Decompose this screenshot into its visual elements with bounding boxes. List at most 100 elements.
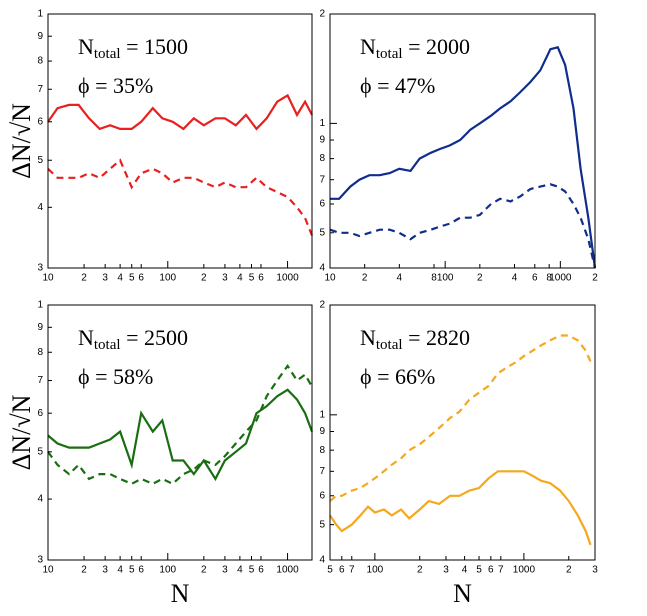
x-tick-label: 2 <box>201 565 207 576</box>
x-tick-label: 2 <box>362 273 368 284</box>
x-tick-label: 2 <box>81 565 87 576</box>
annotation-2: ϕ = 47% <box>360 73 435 98</box>
annotation-base: N <box>360 325 376 350</box>
x-tick-label: 5 <box>249 565 255 576</box>
x-tick-label: 3 <box>592 565 598 576</box>
annotation: Ntotal = 2500 <box>78 325 188 353</box>
annotation-2: ϕ = 66% <box>360 364 435 389</box>
x-tick-label: 6 <box>258 273 264 284</box>
annotation-base: N <box>360 34 376 59</box>
x-tick-label: 3 <box>102 565 108 576</box>
x-tick-label: 8 <box>431 273 437 284</box>
x-tick-label: 6 <box>532 273 538 284</box>
y-tick-label: 5 <box>319 519 325 530</box>
annotation-text: = 2000 <box>403 34 470 59</box>
x-tick-label: 1000 <box>276 273 299 284</box>
x-tick-label: 4 <box>117 273 123 284</box>
y-tick-label: 7 <box>319 174 325 185</box>
x-tick-label: 2 <box>417 565 423 576</box>
x-tick-label: 4 <box>237 273 243 284</box>
x-tick-label: 2 <box>477 273 483 284</box>
x-tick-label: 7 <box>498 565 504 576</box>
x-tick-label: 100 <box>437 273 454 284</box>
annotation-subscript: total <box>94 337 121 353</box>
x-tick-label: 6 <box>258 565 264 576</box>
x-tick-label: 7 <box>349 565 355 576</box>
x-tick-label: 3 <box>102 273 108 284</box>
y-tick-label: 9 <box>319 426 325 437</box>
y-axis-label: ΔN/√N <box>7 394 36 470</box>
x-tick-label: 6 <box>138 565 144 576</box>
data-line <box>329 334 592 502</box>
x-tick-label: 4 <box>462 565 468 576</box>
annotation: Ntotal = 1500 <box>78 34 188 62</box>
y-tick-label: 7 <box>319 466 325 477</box>
x-tick-label: 6 <box>339 565 345 576</box>
annotation-base: N <box>78 325 94 350</box>
x-tick-label: 2 <box>592 273 598 284</box>
y-tick-label: 2 <box>319 9 325 20</box>
annotation: Ntotal = 2820 <box>360 325 470 353</box>
y-tick-label: 7 <box>37 84 43 95</box>
x-tick-label: 1000 <box>276 565 299 576</box>
x-axis-label: N <box>453 579 472 608</box>
data-line <box>329 183 597 269</box>
plot-frame <box>47 304 313 561</box>
y-tick-label: 3 <box>37 263 43 274</box>
x-tick-label: 4 <box>512 273 518 284</box>
y-tick-label: 8 <box>319 153 325 164</box>
y-tick-label: 3 <box>37 555 43 566</box>
annotation-subscript: total <box>376 46 403 62</box>
y-tick-label: 9 <box>37 322 43 333</box>
annotation-2: ϕ = 35% <box>78 73 153 98</box>
y-tick-label: 6 <box>37 408 43 419</box>
x-tick-label: 2 <box>201 273 207 284</box>
y-tick-label: 5 <box>37 446 43 457</box>
x-tick-label: 10 <box>324 273 336 284</box>
x-tick-label: 2 <box>566 565 572 576</box>
y-tick-label: 6 <box>319 199 325 210</box>
y-tick-label: 8 <box>319 445 325 456</box>
plot-frame <box>329 304 596 561</box>
x-axis-label: N <box>171 579 190 608</box>
y-tick-label: 4 <box>37 494 43 505</box>
annotation-subscript: total <box>376 337 403 353</box>
y-tick-label: 2 <box>319 300 325 311</box>
x-tick-label: 10 <box>42 565 54 576</box>
y-tick-label: 8 <box>37 347 43 358</box>
y-tick-label: 6 <box>37 116 43 127</box>
y-tick-label: 1 <box>37 9 43 20</box>
annotation-text: = 1500 <box>121 34 188 59</box>
y-tick-label: 1 <box>37 300 43 311</box>
data-line <box>329 470 592 546</box>
x-tick-label: 100 <box>159 565 176 576</box>
x-tick-label: 3 <box>222 565 228 576</box>
y-tick-label: 5 <box>319 227 325 238</box>
annotation: Ntotal = 2000 <box>360 34 470 62</box>
x-tick-label: 4 <box>397 273 403 284</box>
data-line <box>330 45 597 269</box>
data-line <box>47 388 314 482</box>
annotation-subscript: total <box>94 46 121 62</box>
y-tick-label: 5 <box>37 155 43 166</box>
x-tick-label: 3 <box>222 273 228 284</box>
data-line <box>47 93 313 131</box>
x-tick-label: 100 <box>159 273 176 284</box>
y-tick-label: 6 <box>319 490 325 501</box>
x-tick-label: 5 <box>129 273 135 284</box>
x-tick-label: 10 <box>42 273 54 284</box>
x-tick-label: 5 <box>327 565 333 576</box>
x-tick-label: 5 <box>476 565 482 576</box>
x-tick-label: 4 <box>237 565 243 576</box>
annotation-text: = 2820 <box>403 325 470 350</box>
y-tick-label: 7 <box>37 375 43 386</box>
plot-frame <box>329 13 596 269</box>
plot-frame <box>47 13 313 269</box>
x-tick-label: 2 <box>81 273 87 284</box>
annotation-2: ϕ = 58% <box>78 364 153 389</box>
y-tick-label: 4 <box>319 555 325 566</box>
y-tick-label: 1 <box>319 118 325 129</box>
x-tick-label: 5 <box>249 273 255 284</box>
x-tick-label: 4 <box>117 565 123 576</box>
